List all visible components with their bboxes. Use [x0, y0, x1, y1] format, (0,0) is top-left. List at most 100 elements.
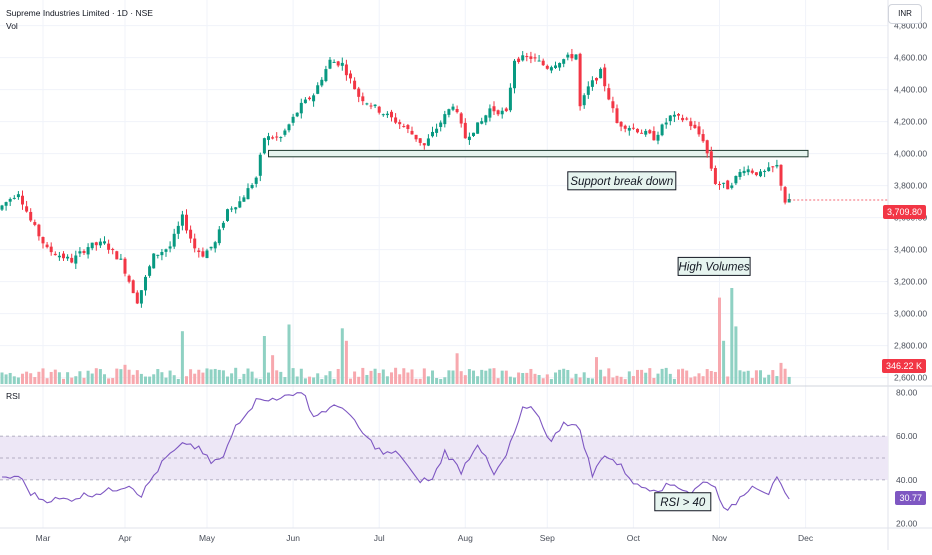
- volume-bar: [57, 372, 61, 384]
- time-tick-label: May: [199, 533, 216, 543]
- candle-body: [349, 73, 352, 79]
- candle-body: [156, 254, 160, 256]
- candle-body: [62, 253, 65, 259]
- candle-body: [537, 60, 541, 62]
- candle-body: [49, 246, 53, 253]
- price-tick-label: 3,200.00: [894, 277, 927, 287]
- candle-body: [455, 109, 459, 113]
- volume-bar: [541, 378, 545, 384]
- candle-body: [767, 167, 771, 172]
- candle-body: [607, 88, 611, 100]
- candle-body: [320, 79, 324, 86]
- candle-body: [685, 118, 689, 120]
- time-tick-label: Jun: [286, 533, 300, 543]
- candle-body: [435, 128, 439, 133]
- candle-body: [705, 140, 709, 154]
- volume-bar: [488, 368, 492, 384]
- candle-body: [631, 127, 635, 129]
- volume-bar: [435, 377, 439, 384]
- volume-bar: [361, 367, 365, 384]
- volume-bar: [656, 373, 660, 384]
- candle-body: [599, 68, 603, 79]
- last-rsi-badge: 30.77: [895, 491, 926, 505]
- candle-body: [648, 130, 652, 134]
- volume-bar: [250, 371, 254, 384]
- volume-bar: [521, 373, 525, 384]
- candle-body: [771, 166, 775, 168]
- volume-bar: [180, 331, 184, 384]
- candle-body: [45, 244, 49, 248]
- volume-bar: [718, 297, 721, 384]
- candle-body: [668, 115, 672, 122]
- volume-bar: [771, 370, 775, 384]
- candle-body: [738, 172, 742, 177]
- volume-bar: [16, 377, 20, 384]
- candle-body: [230, 208, 234, 210]
- candle-body: [123, 258, 127, 274]
- candle-body: [525, 56, 529, 58]
- candle-body: [545, 65, 549, 69]
- candle-body: [586, 86, 590, 95]
- candle-body: [328, 59, 332, 69]
- volume-bar: [595, 357, 598, 384]
- volume-bar: [103, 374, 106, 384]
- time-tick-label: Oct: [627, 533, 641, 543]
- volume-bar: [500, 370, 504, 384]
- volume-bar: [652, 377, 656, 384]
- volume-bar: [316, 373, 320, 384]
- volume-bar: [664, 367, 668, 384]
- volume-bar: [135, 370, 139, 384]
- volume-bar: [668, 373, 672, 384]
- time-tick-label: Apr: [118, 533, 131, 543]
- candle-body: [627, 128, 631, 131]
- candle-body: [53, 253, 57, 256]
- candle-body: [615, 108, 619, 123]
- candle-body: [656, 134, 660, 141]
- volume-bar: [783, 368, 787, 384]
- volume-bar: [119, 369, 123, 384]
- volume-bar: [90, 373, 94, 384]
- candle-body: [312, 95, 316, 102]
- volume-bar: [398, 374, 402, 384]
- volume-bar: [139, 373, 143, 384]
- candle-body: [566, 54, 570, 58]
- volume-bar: [82, 377, 86, 384]
- candle-body: [742, 170, 746, 174]
- candle-body: [496, 110, 500, 115]
- candle-body: [205, 250, 209, 259]
- volume-bar: [607, 368, 611, 384]
- time-tick-label: Sep: [540, 533, 555, 543]
- candle-body: [115, 251, 119, 260]
- volume-bar: [328, 371, 332, 384]
- volume-bar: [734, 326, 738, 384]
- volume-bar: [726, 376, 730, 384]
- volume-bar: [410, 369, 414, 384]
- volume-bar: [295, 376, 299, 384]
- candle-body: [447, 109, 451, 115]
- volume-bar: [320, 379, 324, 384]
- volume-bar: [385, 376, 389, 384]
- volume-bar: [213, 368, 217, 384]
- candle-body: [734, 175, 738, 184]
- candle-body: [533, 57, 537, 59]
- candle-body: [508, 87, 512, 111]
- volume-bar: [267, 372, 270, 384]
- volume-bar: [381, 369, 385, 384]
- rsi-tick-label: 60.00: [896, 431, 918, 441]
- candle-body: [672, 114, 676, 117]
- currency-button[interactable]: INR: [888, 4, 922, 24]
- volume-bar: [152, 374, 156, 384]
- volume-bar: [603, 376, 607, 384]
- candle-body: [414, 134, 418, 140]
- candle-body: [0, 205, 4, 210]
- volume-bar: [369, 370, 373, 384]
- candle-body: [299, 102, 303, 114]
- volume-bar: [176, 378, 180, 384]
- candle-body: [90, 242, 94, 249]
- volume-bar: [582, 372, 586, 384]
- candle-body: [111, 249, 115, 251]
- candle-body: [127, 275, 131, 282]
- candle-body: [12, 197, 16, 199]
